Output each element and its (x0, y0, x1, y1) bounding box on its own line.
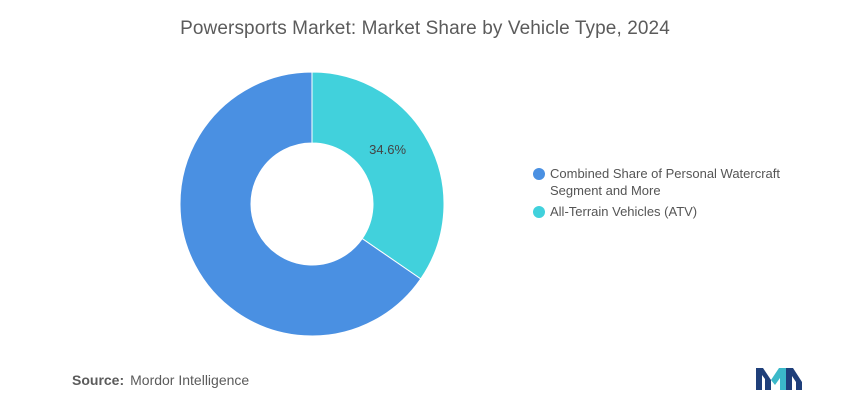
legend-label-1: All-Terrain Vehicles (ATV) (550, 204, 698, 219)
legend-item-0: Combined Share of Personal Watercraft Se… (533, 165, 823, 199)
data-label-1: 34.6% (369, 142, 406, 157)
chart-title: Powersports Market: Market Share by Vehi… (180, 18, 670, 39)
legend-item-1: All-Terrain Vehicles (ATV) (533, 203, 823, 220)
legend-label-0: Combined Share of Personal Watercraft Se… (550, 166, 781, 198)
chart-legend: Combined Share of Personal Watercraft Se… (533, 165, 823, 224)
source-note: Source: Mordor Intelligence (72, 372, 249, 388)
source-value: Mordor Intelligence (130, 372, 250, 388)
donut-slice-0 (179, 71, 422, 337)
mordor-intelligence-logo-icon (756, 368, 802, 390)
legend-swatch-0 (533, 168, 545, 180)
source-label: Source: (72, 372, 125, 388)
donut-slice-1 (311, 71, 445, 280)
legend-swatch-1 (533, 206, 545, 218)
